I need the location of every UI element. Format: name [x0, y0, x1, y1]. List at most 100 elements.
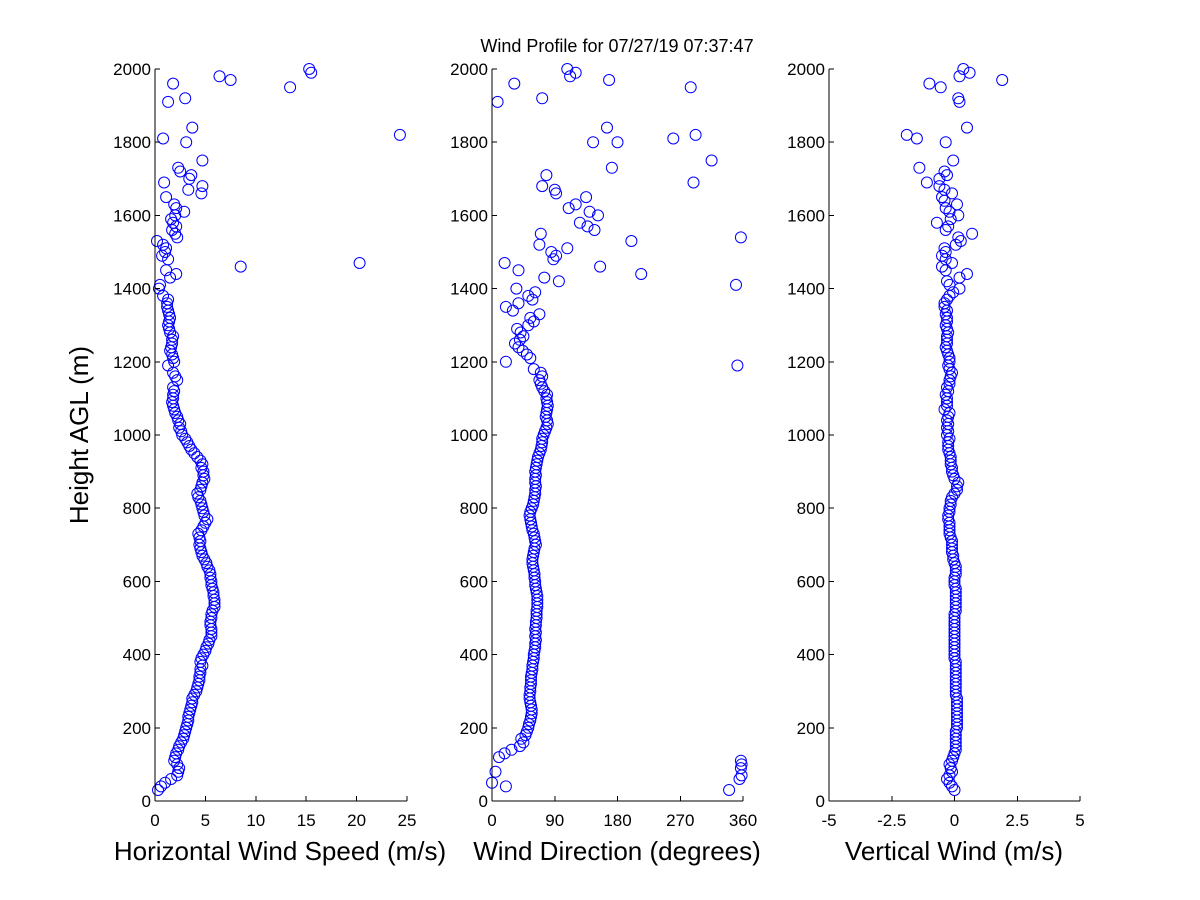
data-point	[920, 176, 933, 189]
speed-xtick-label: 25	[398, 811, 417, 830]
data-point	[734, 762, 747, 775]
data-point	[550, 249, 563, 262]
data-point	[541, 396, 554, 409]
data-point	[170, 268, 183, 280]
vertical-xtick-label: 2.5	[1005, 811, 1029, 830]
vertical-panel: 0 200 400 600 800 1000 1200 1400 1600 1800 2000 -5 -…	[787, 60, 1085, 866]
data-point	[160, 242, 173, 255]
data-point	[961, 121, 973, 134]
data-point	[561, 63, 574, 75]
data-point	[705, 154, 718, 167]
data-point	[152, 784, 164, 796]
data-point	[183, 707, 196, 720]
data-point	[944, 498, 957, 511]
data-point	[946, 257, 958, 269]
data-point	[536, 180, 549, 193]
data-point	[514, 326, 527, 339]
direction-ytick-label: 1800	[450, 133, 488, 152]
data-point	[151, 235, 163, 247]
data-point	[185, 169, 198, 182]
vertical-axes: 0 200 400 600 800 1000 1200 1400 1600 1800 2000 -5 -…	[787, 60, 1085, 830]
data-point	[536, 436, 549, 449]
speed-ytick-label: 1000	[113, 426, 151, 445]
data-point	[588, 224, 601, 236]
data-point	[162, 95, 175, 108]
data-point	[938, 242, 951, 255]
direction-ytick-label: 800	[460, 499, 488, 518]
data-point	[184, 703, 197, 716]
data-point	[938, 300, 951, 313]
data-point	[157, 132, 170, 145]
data-point	[513, 740, 526, 753]
vertical-xtick-label: -5	[821, 811, 836, 830]
data-point	[603, 74, 616, 86]
data-point	[191, 681, 204, 694]
vertical-ytick-label: 1800	[787, 133, 825, 152]
data-point	[202, 637, 215, 650]
data-point	[179, 92, 192, 105]
speed-ytick-label: 200	[123, 719, 151, 738]
data-point	[179, 432, 192, 445]
data-point	[168, 385, 181, 398]
data-point	[168, 403, 181, 416]
data-point	[561, 242, 574, 255]
data-point	[625, 235, 638, 247]
data-point	[996, 74, 1009, 86]
data-point	[205, 612, 218, 624]
data-point	[913, 161, 926, 174]
direction-xlabel: Wind Direction (degrees)	[473, 836, 761, 866]
data-point	[530, 458, 543, 471]
data-point	[938, 403, 951, 416]
data-point	[592, 209, 604, 222]
data-point	[169, 370, 182, 383]
data-point	[581, 220, 594, 233]
data-point	[164, 271, 177, 284]
data-point	[204, 571, 217, 584]
speed-ytick-label: 1600	[113, 206, 151, 225]
data-point	[957, 63, 970, 75]
data-point	[944, 213, 957, 226]
data-point	[938, 165, 951, 178]
data-point	[605, 161, 618, 174]
data-point	[166, 396, 179, 409]
data-point	[951, 483, 963, 496]
data-point	[161, 300, 174, 313]
data-point	[601, 121, 613, 134]
data-point	[192, 491, 205, 504]
data-point	[731, 359, 744, 372]
data-point	[498, 257, 511, 269]
vertical-ytick-label: 600	[797, 572, 825, 591]
data-point	[943, 205, 956, 218]
data-point	[552, 275, 565, 288]
data-point	[569, 66, 582, 79]
data-point	[635, 268, 648, 280]
data-point	[167, 352, 180, 365]
data-point	[528, 531, 541, 544]
direction-xtick-label: 0	[487, 811, 496, 830]
data-point	[939, 136, 952, 149]
data-point	[611, 136, 624, 149]
speed-axes: 0 200 400 600 800 1000 1200 1400 1600 1800 2000 0 5 1…	[113, 60, 416, 830]
data-point	[947, 286, 960, 299]
data-point	[533, 308, 546, 321]
vertical-ytick-label: 0	[816, 792, 825, 811]
data-point	[562, 202, 575, 215]
vertical-ytick-label: 2000	[787, 60, 825, 79]
speed-xtick-label: 10	[246, 811, 265, 830]
direction-markers	[486, 63, 748, 796]
data-point	[536, 92, 549, 105]
data-point	[936, 191, 948, 204]
direction-xtick-label: 90	[545, 811, 564, 830]
data-point	[198, 509, 211, 522]
direction-ytick-label: 1400	[450, 280, 488, 299]
data-point	[162, 253, 175, 266]
data-point	[171, 758, 184, 771]
direction-ytick-label: 600	[460, 572, 488, 591]
data-point	[165, 341, 178, 354]
data-point	[179, 725, 192, 738]
vertical-xtick-label: 0	[950, 811, 959, 830]
data-point	[168, 754, 181, 767]
data-point	[923, 77, 936, 90]
data-point	[573, 216, 586, 229]
data-point	[499, 780, 512, 793]
